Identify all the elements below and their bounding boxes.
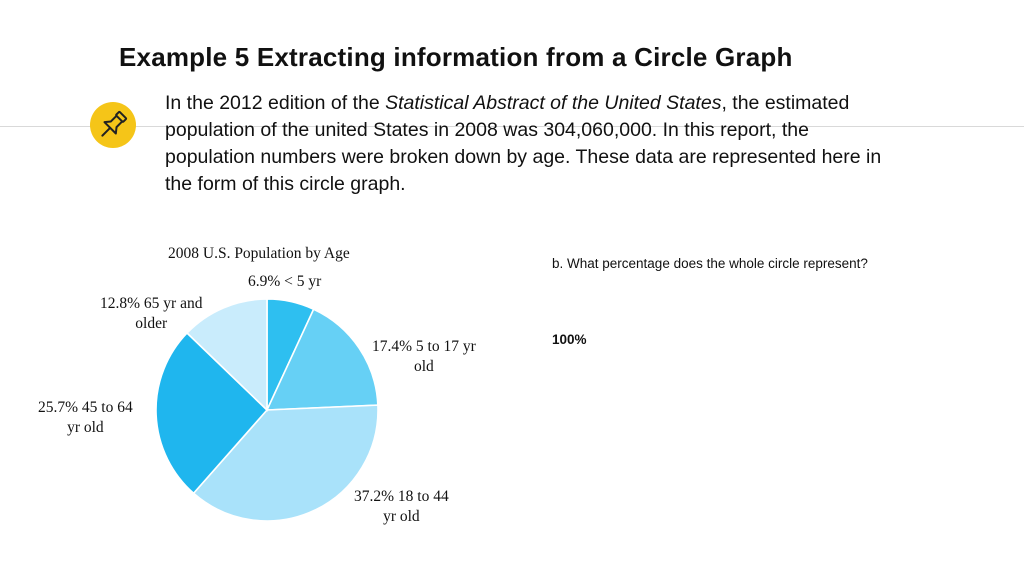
pin-badge xyxy=(90,102,136,148)
slice-label-5-to-17-line1: 17.4% 5 to 17 yr xyxy=(372,338,476,355)
slice-label-65-plus: 12.8% 65 yr and older xyxy=(100,294,202,334)
slice-label-5-to-17: 17.4% 5 to 17 yr old xyxy=(372,337,476,377)
slice-label-under-5-line1: 6.9% < 5 yr xyxy=(248,273,322,290)
slice-label-65-plus-line2: older xyxy=(135,315,168,332)
chart-title: 2008 U.S. Population by Age xyxy=(168,245,350,262)
pushpin-icon xyxy=(101,110,128,137)
slice-label-45-to-64-line2: yr old xyxy=(67,419,104,436)
slice-label-under-5: 6.9% < 5 yr xyxy=(248,272,321,292)
slice-label-18-to-44: 37.2% 18 to 44 yr old xyxy=(354,487,449,527)
slice-label-45-to-64-line1: 25.7% 45 to 64 xyxy=(38,399,133,416)
pie-slice-65-plus xyxy=(185,298,268,412)
pie-slice-45-to-64 xyxy=(155,331,269,495)
slice-label-18-to-44-line2: yr old xyxy=(383,508,420,525)
slice-label-5-to-17-line2: old xyxy=(413,358,434,375)
intro-paragraph: In the 2012 edition of the Statistical A… xyxy=(165,90,885,198)
intro-text-start: In the 2012 edition of the xyxy=(165,92,386,114)
header-divider-line xyxy=(0,126,1024,127)
slide-title: Example 5 Extracting information from a … xyxy=(119,42,793,72)
slice-label-65-plus-line1: 12.8% 65 yr and xyxy=(100,295,203,312)
pie-slice-5-to-17 xyxy=(265,308,379,411)
intro-text-end: , the estimated population of the united… xyxy=(165,92,882,195)
question-text: b. What percentage does the whole circle… xyxy=(552,256,868,271)
answer-text: 100% xyxy=(552,332,587,347)
slice-label-18-to-44-line1: 37.2% 18 to 44 xyxy=(354,488,449,505)
pie-slice-18-to-44 xyxy=(192,404,379,522)
slice-label-45-to-64: 25.7% 45 to 64 yr old xyxy=(38,398,133,438)
intro-text-source: Statistical Abstract of the United State… xyxy=(385,92,722,114)
